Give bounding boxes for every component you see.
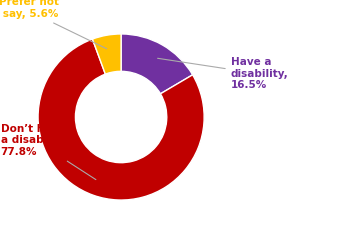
Text: Have a
disability,
16.5%: Have a disability, 16.5%	[158, 57, 289, 90]
Text: Prefer not
to say, 5.6%: Prefer not to say, 5.6%	[0, 0, 107, 49]
Wedge shape	[92, 34, 121, 74]
Text: Don’t have
a disability,
77.8%: Don’t have a disability, 77.8%	[1, 124, 96, 180]
Wedge shape	[121, 34, 193, 94]
Wedge shape	[38, 39, 204, 200]
